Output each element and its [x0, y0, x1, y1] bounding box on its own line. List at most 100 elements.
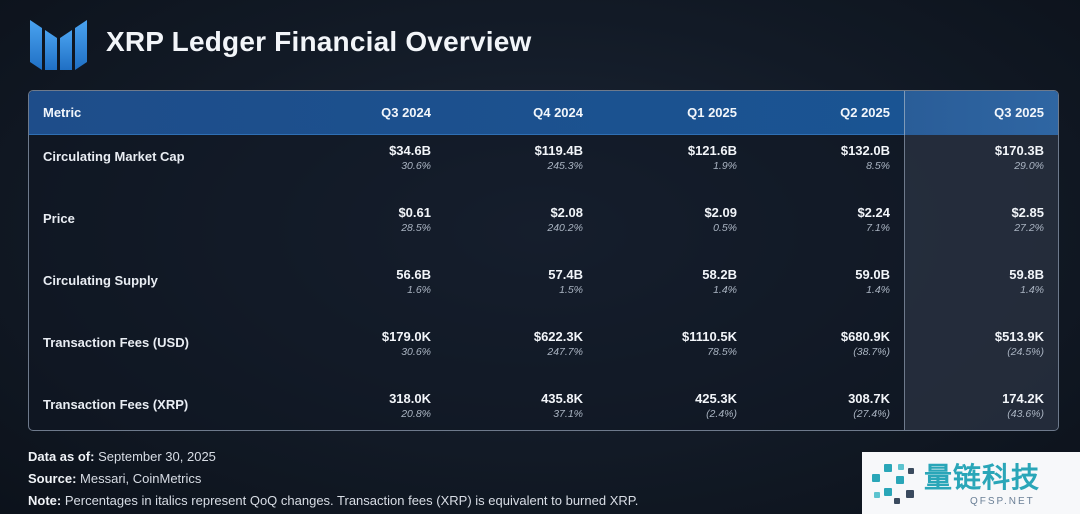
table-cell: 58.2B 1.4% — [597, 267, 737, 297]
table-cell: $2.08 240.2% — [443, 205, 583, 235]
cell-value: 435.8K — [541, 391, 583, 406]
cell-value: 56.6B — [396, 267, 431, 282]
header-q3-2025: Q3 2025 — [994, 105, 1044, 120]
cell-change: 240.2% — [547, 222, 583, 234]
cell-change: (38.7%) — [853, 346, 890, 358]
table-cell: $2.85 27.2% — [904, 205, 1044, 235]
table-cell: 308.7K (27.4%) — [750, 391, 890, 421]
watermark-subtext: QFSP.NET — [970, 496, 1035, 507]
table-cell: $1110.5K 78.5% — [597, 329, 737, 359]
cell-change: 1.6% — [407, 284, 431, 296]
highlight-header-q3-2025 — [904, 91, 1058, 135]
cell-value: $132.0B — [840, 143, 890, 158]
cell-change: 1.5% — [559, 284, 583, 296]
cell-change: 20.8% — [401, 408, 431, 420]
cell-change: (2.4%) — [706, 408, 737, 420]
financial-table: Metric Q3 2024 Q4 2024 Q1 2025 Q2 2025 Q… — [28, 90, 1059, 431]
table-cell: $2.24 7.1% — [750, 205, 890, 235]
cell-value: $2.24 — [857, 205, 890, 220]
table-row: Transaction Fees (XRP) 318.0K 20.8% 435.8… — [29, 389, 1058, 430]
table-cell: 59.8B 1.4% — [904, 267, 1044, 297]
cell-change: (27.4%) — [853, 408, 890, 420]
page-title: XRP Ledger Financial Overview — [106, 26, 532, 57]
cell-value: $34.6B — [389, 143, 431, 158]
metric-label: Circulating Supply — [43, 273, 158, 288]
table-row: Circulating Market Cap $34.6B 30.6% $119.… — [29, 141, 1058, 203]
header-q2-2025: Q2 2025 — [840, 105, 890, 120]
table-cell: 59.0B 1.4% — [750, 267, 890, 297]
cell-change: 7.1% — [866, 222, 890, 234]
table-cell: $179.0K 30.6% — [291, 329, 431, 359]
cell-value: $513.9K — [994, 329, 1044, 344]
header-metric: Metric — [43, 105, 82, 120]
cell-value: $1110.5K — [682, 329, 737, 344]
cell-change: 8.5% — [866, 160, 890, 172]
table-cell: $132.0B 8.5% — [750, 143, 890, 173]
cell-change: 28.5% — [401, 222, 431, 234]
cell-change: 1.4% — [1020, 284, 1044, 296]
cell-change: (43.6%) — [1007, 408, 1044, 420]
cell-change: 29.0% — [1014, 160, 1044, 172]
table-cell: 56.6B 1.6% — [291, 267, 431, 297]
table-cell: $34.6B 30.6% — [291, 143, 431, 173]
highlight-column-q3-2025 — [904, 91, 1058, 430]
cell-value: $622.3K — [533, 329, 583, 344]
header-q1-2025: Q1 2025 — [687, 105, 737, 120]
source-label: Source: — [28, 471, 77, 486]
metric-label: Transaction Fees (XRP) — [43, 397, 189, 412]
watermark-text: 量链科技 — [924, 461, 1041, 494]
table-header-row: Metric Q3 2024 Q4 2024 Q1 2025 Q2 2025 Q… — [29, 91, 1058, 135]
cell-value: 58.2B — [702, 267, 737, 282]
table-cell: $2.09 0.5% — [597, 205, 737, 235]
cell-change: 247.7% — [547, 346, 583, 358]
footer-note: Note: Percentages in italics represent Q… — [28, 493, 638, 508]
table-cell: $121.6B 1.9% — [597, 143, 737, 173]
cell-value: $170.3B — [994, 143, 1044, 158]
table-cell: $119.4B 245.3% — [443, 143, 583, 173]
cell-value: 318.0K — [389, 391, 431, 406]
cell-value: 57.4B — [548, 267, 583, 282]
cell-change: 245.3% — [547, 160, 583, 172]
table-cell: 318.0K 20.8% — [291, 391, 431, 421]
cell-change: 0.5% — [713, 222, 737, 234]
cell-change: 1.9% — [713, 160, 737, 172]
watermark-logo-icon — [872, 464, 914, 504]
table-row: Circulating Supply 56.6B 1.6% 57.4B 1.5% 5… — [29, 265, 1058, 327]
cell-change: (24.5%) — [1007, 346, 1044, 358]
table-cell: 435.8K 37.1% — [443, 391, 583, 421]
note-value: Percentages in italics represent QoQ cha… — [64, 493, 639, 508]
table-cell: 57.4B 1.5% — [443, 267, 583, 297]
cell-value: 59.8B — [1009, 267, 1044, 282]
cell-value: $121.6B — [687, 143, 737, 158]
source-value: Messari, CoinMetrics — [80, 471, 202, 486]
table-row: Price $0.61 28.5% $2.08 240.2% $2.09 0.5% $… — [29, 203, 1058, 265]
note-label: Note: — [28, 493, 62, 508]
table-cell: $170.3B 29.0% — [904, 143, 1044, 173]
cell-value: $2.08 — [550, 205, 583, 220]
messari-logo-icon — [30, 20, 87, 70]
cell-change: 1.4% — [866, 284, 890, 296]
table-cell: $513.9K (24.5%) — [904, 329, 1044, 359]
metric-label: Circulating Market Cap — [43, 149, 185, 164]
table-cell: 174.2K (43.6%) — [904, 391, 1044, 421]
metric-label: Price — [43, 211, 75, 226]
header-q4-2024: Q4 2024 — [533, 105, 583, 120]
cell-value: $2.85 — [1011, 205, 1044, 220]
header-q3-2024: Q3 2024 — [381, 105, 431, 120]
cell-change: 30.6% — [401, 160, 431, 172]
cell-change: 37.1% — [553, 408, 583, 420]
watermark: 量链科技 QFSP.NET — [862, 452, 1080, 514]
cell-value: $680.9K — [840, 329, 890, 344]
cell-value: $2.09 — [704, 205, 737, 220]
cell-value: $119.4B — [534, 143, 583, 158]
cell-value: 174.2K — [1002, 391, 1044, 406]
table-cell: $0.61 28.5% — [291, 205, 431, 235]
footer-data-as-of: Data as of: September 30, 2025 — [28, 449, 216, 464]
data-as-of-label: Data as of: — [28, 449, 95, 464]
cell-change: 1.4% — [713, 284, 737, 296]
metric-label: Transaction Fees (USD) — [43, 335, 189, 350]
cell-value: $179.0K — [381, 329, 431, 344]
cell-value: $0.61 — [398, 205, 431, 220]
cell-value: 59.0B — [855, 267, 890, 282]
cell-value: 425.3K — [695, 391, 737, 406]
